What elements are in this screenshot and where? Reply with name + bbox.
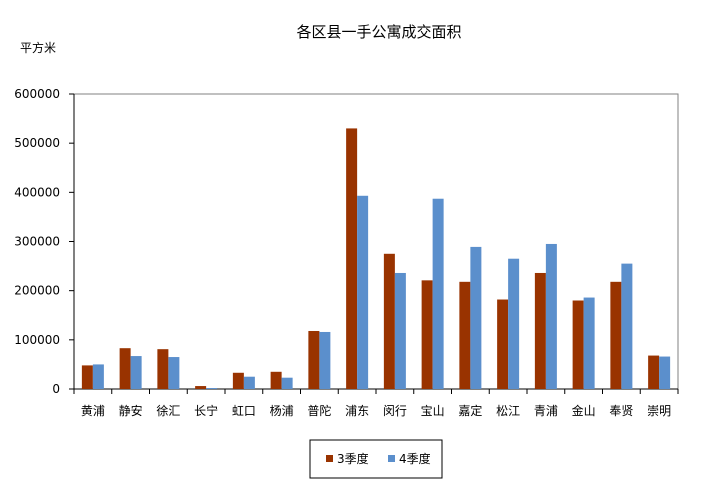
bar-q3-7 [346, 128, 358, 389]
bar-q4-10 [470, 246, 482, 389]
bar-q3-2 [157, 349, 169, 389]
bar-q4-9 [432, 198, 444, 389]
bar-q4-0 [92, 364, 104, 389]
y-tick-label: 0 [52, 382, 60, 396]
x-category-label: 闵行 [383, 403, 407, 418]
legend-swatch [326, 455, 333, 462]
bar-q4-3 [206, 388, 218, 389]
bar-q3-3 [195, 386, 207, 389]
x-category-label: 青浦 [534, 404, 558, 418]
x-category-label: 浦东 [345, 404, 369, 418]
x-category-label: 黄浦 [81, 404, 105, 418]
legend-swatch [388, 455, 395, 462]
x-category-label: 奉贤 [609, 404, 633, 418]
x-category-label: 松江 [496, 404, 520, 418]
bar-q3-9 [421, 280, 433, 389]
bar-q4-15 [659, 356, 671, 389]
bar-q3-11 [497, 299, 509, 389]
bar-q3-1 [119, 348, 131, 389]
x-category-label: 虹口 [232, 404, 256, 418]
bar-q3-15 [648, 355, 660, 389]
x-category-label: 杨浦 [270, 403, 294, 418]
bar-q3-14 [610, 281, 622, 389]
bar-q4-2 [168, 357, 180, 389]
x-category-label: 普陀 [307, 403, 331, 418]
y-tick-label: 400000 [14, 185, 60, 199]
bar-q4-12 [545, 243, 557, 389]
x-category-label: 宝山 [421, 404, 445, 418]
bar-q3-8 [383, 253, 395, 389]
x-category-label: 长宁 [194, 403, 218, 418]
bar-q4-14 [621, 263, 633, 389]
bar-q3-12 [534, 272, 546, 389]
legend: 3季度 4季度 [309, 439, 443, 479]
bar-q4-8 [394, 272, 406, 389]
bar-q3-10 [459, 281, 471, 389]
bar-q3-5 [270, 371, 282, 389]
legend-label: 3季度 [337, 451, 369, 466]
bar-q3-0 [81, 365, 93, 389]
y-tick-label: 100000 [14, 333, 60, 347]
plot-area: 0 100000 200000 300000 400000 500000 600000 黄浦静… [14, 87, 679, 418]
bar-q4-6 [319, 331, 331, 389]
bar-q4-7 [357, 195, 369, 389]
x-category-label: 金山 [572, 403, 596, 418]
bar-q3-13 [572, 300, 584, 389]
bar-q3-6 [308, 330, 320, 389]
bar-q4-13 [583, 297, 595, 389]
x-category-label: 崇明 [647, 404, 671, 418]
x-category-label: 徐汇 [156, 403, 180, 418]
legend-label: 4季度 [399, 451, 431, 466]
legend-box [309, 439, 443, 479]
x-category-label: 静安 [119, 403, 143, 418]
chart-title: 各区县一手公寓成交面积 [296, 23, 461, 41]
bar-q3-4 [232, 372, 244, 389]
bar-q4-5 [281, 377, 293, 389]
x-category-label: 嘉定 [458, 403, 482, 418]
bar-q4-4 [243, 376, 255, 389]
y-axis-unit-label: 平方米 [20, 40, 56, 55]
bar-q4-11 [508, 258, 520, 389]
y-tick-label: 200000 [14, 284, 60, 298]
y-tick-label: 500000 [14, 136, 60, 150]
bar-q4-1 [130, 356, 142, 389]
y-tick-label: 600000 [14, 87, 60, 101]
y-tick-label: 300000 [14, 235, 60, 249]
